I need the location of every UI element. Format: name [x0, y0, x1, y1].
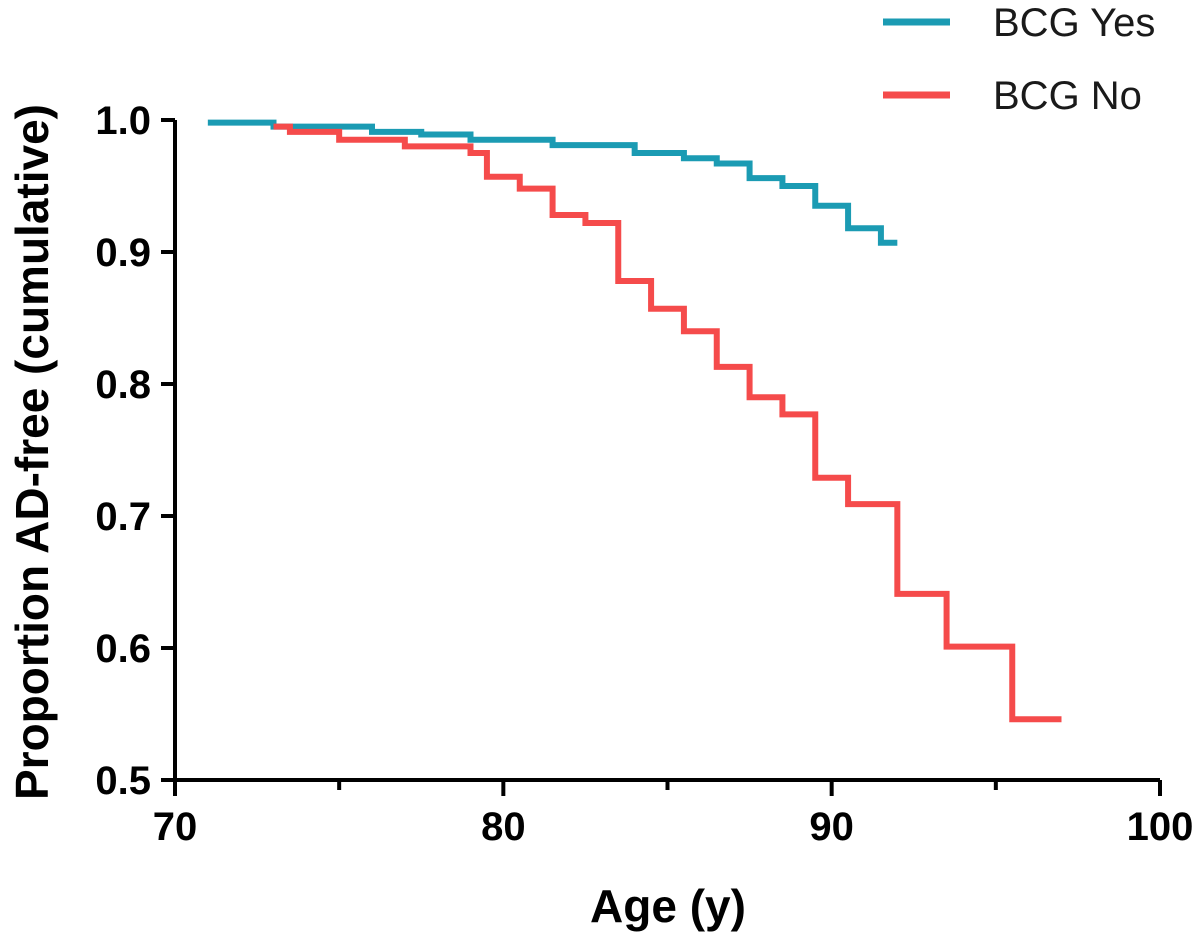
legend: BCG Yes BCG No	[883, 1, 1155, 118]
legend-label: BCG No	[993, 74, 1142, 118]
y-tick-label: 0.7	[95, 495, 151, 539]
y-tick-label: 0.8	[95, 363, 151, 407]
y-tick-label: 0.5	[95, 759, 151, 803]
axes: 0.5 0.6 0.7 0.8 0.9 1.0 70 80 90 100	[95, 99, 1193, 849]
x-tick-label: 80	[481, 805, 526, 849]
x-tick-label: 70	[153, 805, 198, 849]
series-line-0	[207, 119, 898, 246]
y-axis-title: Proportion AD-free (cumulative)	[6, 104, 58, 800]
plot-area	[207, 119, 1062, 723]
legend-label: BCG Yes	[993, 1, 1155, 45]
y-tick-label: 0.6	[95, 627, 151, 671]
y-tick-label: 0.9	[95, 231, 151, 275]
x-tick-label: 100	[1127, 805, 1194, 849]
x-tick-label: 90	[809, 805, 854, 849]
series-line-1	[273, 123, 1062, 723]
x-axis-title: Age (y)	[590, 880, 746, 932]
y-tick-label: 1.0	[95, 99, 151, 143]
